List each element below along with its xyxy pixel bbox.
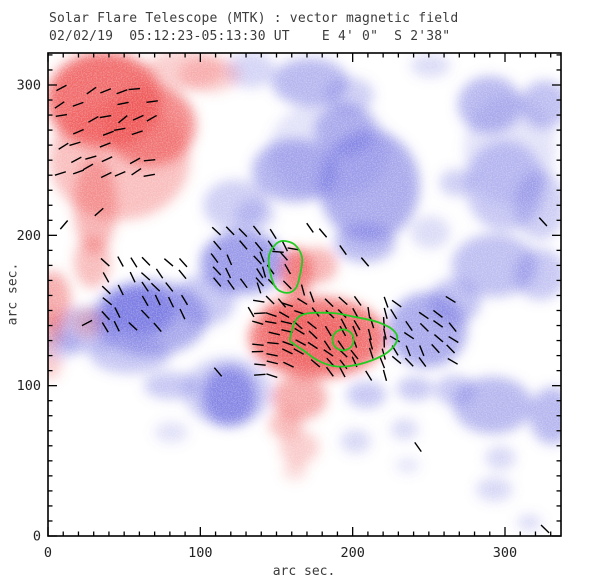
y-tick-label: 200 <box>17 228 41 244</box>
tick-labels: 0 100 200 300 0 100 200 300 <box>17 78 518 562</box>
x-tick-label: 0 <box>44 545 52 561</box>
y-tick-label: 100 <box>17 378 41 394</box>
x-tick-label: 100 <box>188 545 212 561</box>
x-axis-label: arc sec. <box>272 564 336 579</box>
y-axis-label: arc sec. <box>5 262 21 326</box>
axes-frame <box>47 52 562 537</box>
x-tick-label: 200 <box>340 545 364 561</box>
magnetic-vector-segments <box>54 84 550 534</box>
flare-contour-upper-bean <box>267 239 304 294</box>
flare-contour-inner-core <box>331 328 355 352</box>
flare-contour-main <box>288 311 399 368</box>
y-tick-label: 0 <box>33 529 41 545</box>
page-title: Solar Flare Telescope (MTK) : vector mag… <box>49 11 459 26</box>
flare-contours <box>267 239 399 368</box>
y-tick-label: 300 <box>17 78 41 94</box>
x-tick-label: 300 <box>493 545 517 561</box>
observation-subtitle: 02/02/19 05:12:23-05:13:30 UT E 4' 0" S … <box>49 29 451 44</box>
